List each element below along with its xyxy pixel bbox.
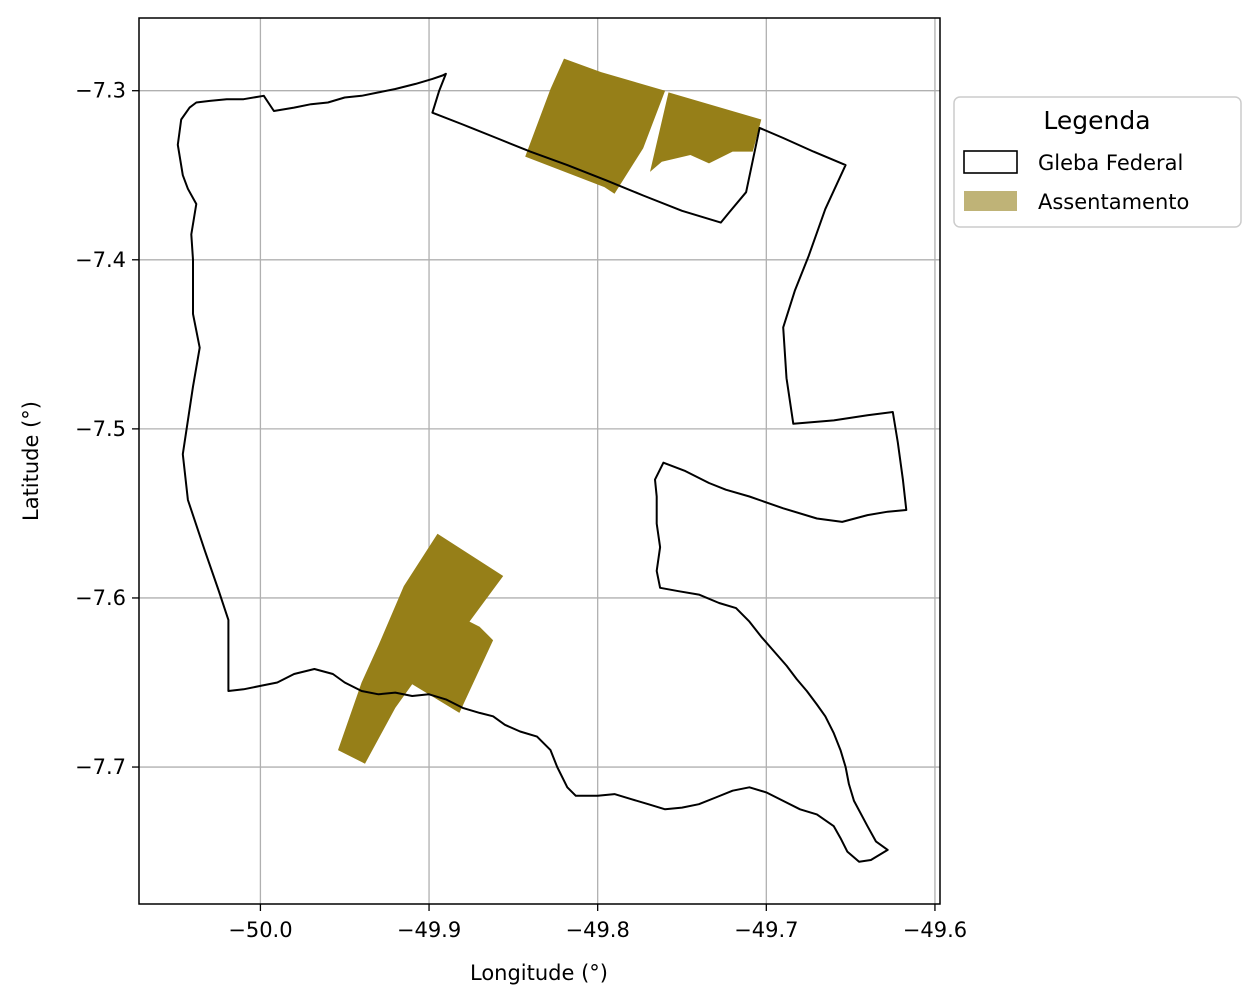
x-axis-label: Longitude (°) bbox=[470, 961, 608, 985]
x-tick-label: −49.7 bbox=[734, 918, 798, 942]
axis-ticks: −50.0 −49.9 −49.8 −49.7 −49.6 −7.3 −7.4 −7.5 −7.… bbox=[75, 79, 967, 942]
assentamento-polygon-1 bbox=[525, 58, 666, 194]
plot-area bbox=[139, 18, 940, 904]
legend-swatch-gleba-federal bbox=[963, 150, 1018, 174]
x-tick-label: −50.0 bbox=[228, 918, 292, 942]
legend-box bbox=[953, 96, 1242, 228]
plot-frame bbox=[138, 17, 941, 905]
legend-label-assentamento: Assentamento bbox=[1038, 190, 1189, 214]
y-tick-label: −7.5 bbox=[75, 417, 126, 441]
y-tick-label: −7.7 bbox=[75, 755, 126, 779]
legend-label-gleba-federal: Gleba Federal bbox=[1038, 151, 1183, 175]
map-layers bbox=[176, 58, 908, 863]
assentamento-polygon-2 bbox=[650, 92, 762, 172]
x-tick-label: −49.6 bbox=[903, 918, 967, 942]
legend: Legenda Gleba Federal Assentamento bbox=[953, 96, 1242, 228]
y-tick-label: −7.4 bbox=[75, 248, 126, 272]
assentamento-polygon-3 bbox=[338, 533, 504, 764]
gleba-federal-boundary bbox=[176, 72, 908, 863]
legend-swatch-assentamento bbox=[964, 191, 1017, 211]
x-tick-label: −49.9 bbox=[397, 918, 461, 942]
x-tick-label: −49.8 bbox=[565, 918, 629, 942]
legend-title: Legenda bbox=[1043, 106, 1150, 135]
y-tick-label: −7.6 bbox=[75, 586, 126, 610]
y-tick-label: −7.3 bbox=[75, 79, 126, 103]
y-axis-label: Latitude (°) bbox=[19, 401, 43, 521]
